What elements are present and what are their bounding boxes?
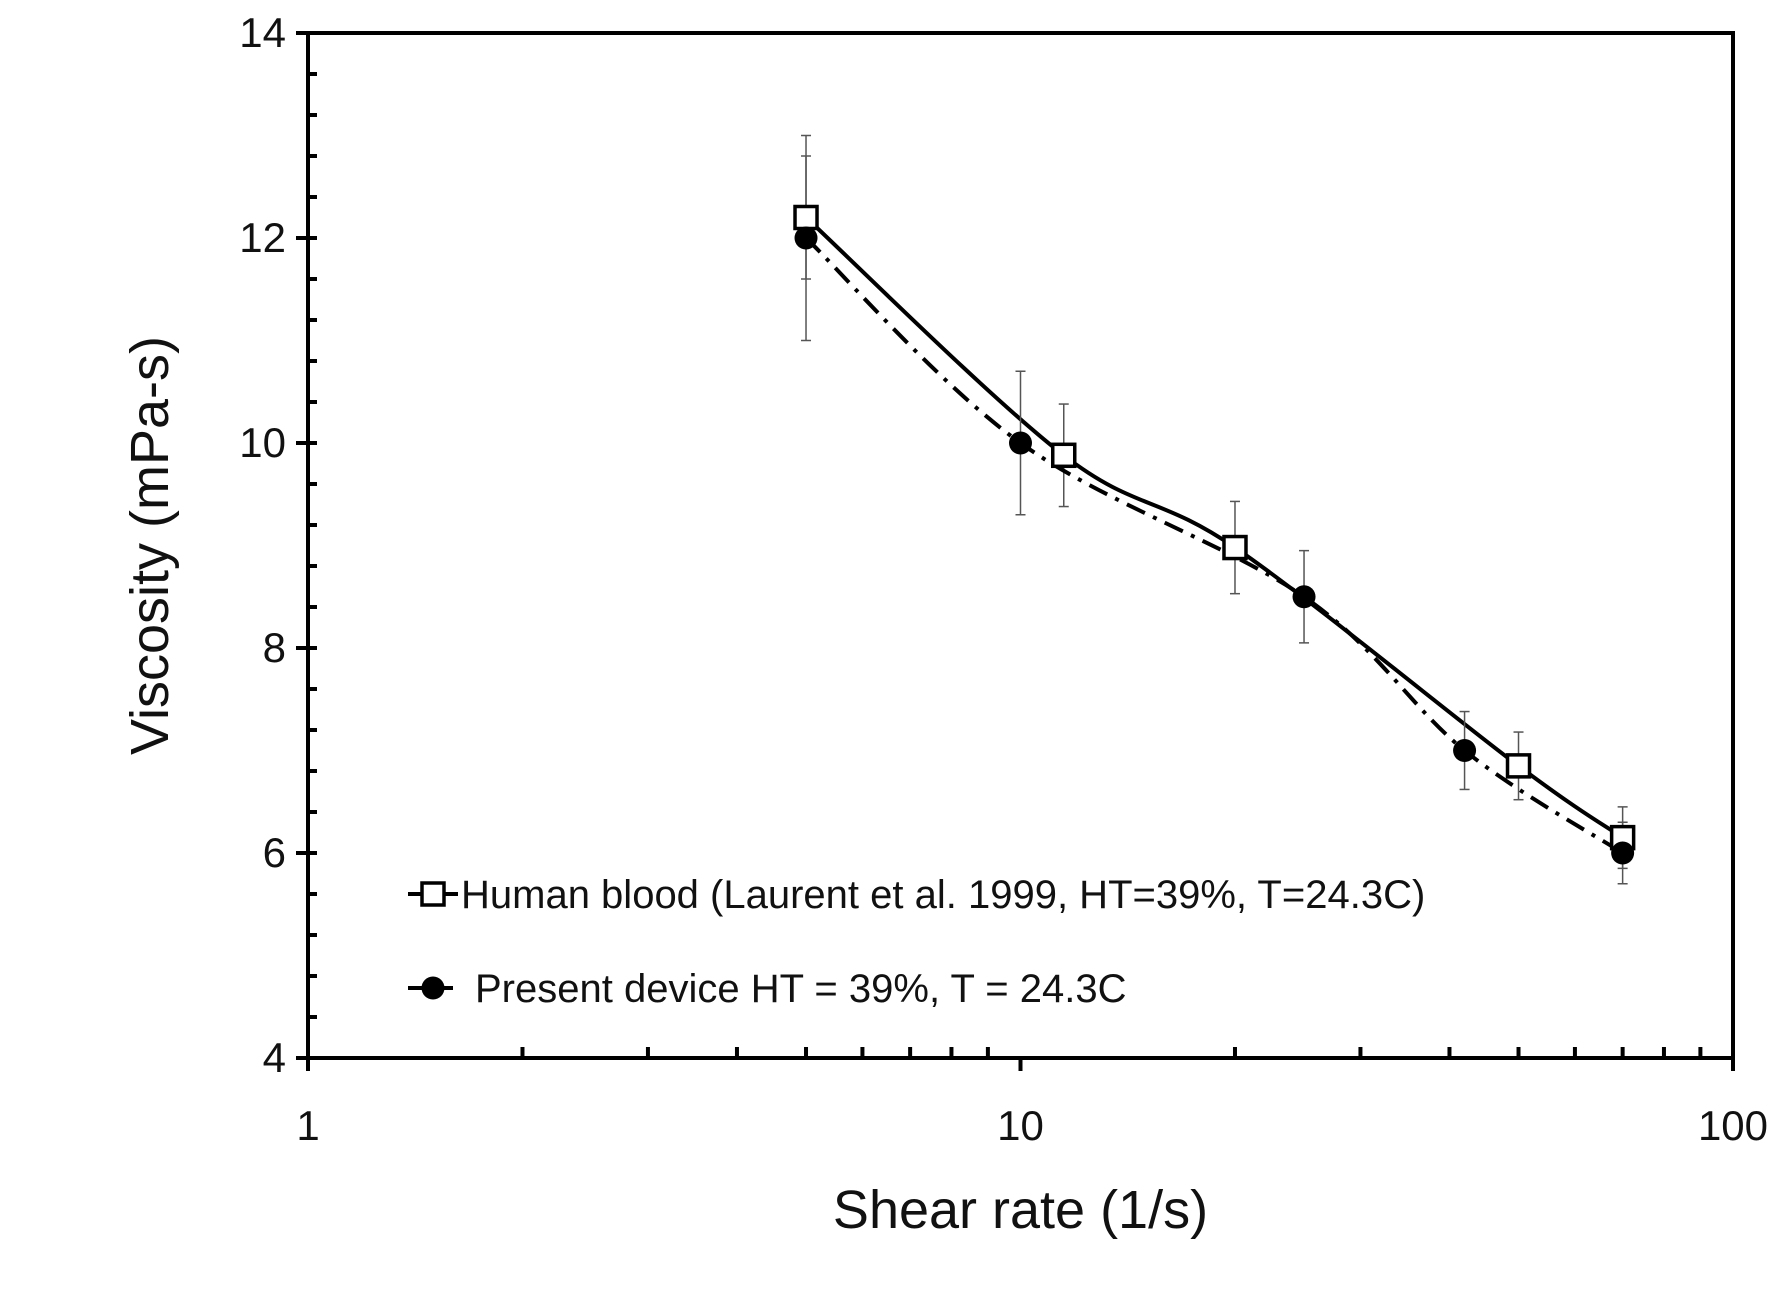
- y-tick-label: 10: [239, 419, 286, 466]
- y-tick-label: 14: [239, 9, 286, 56]
- legend-label-human-blood: Human blood (Laurent et al. 1999, HT=39%…: [461, 873, 1425, 917]
- y-axis-title: Viscosity (mPa-s): [120, 336, 180, 755]
- data-point-human-blood: [1505, 753, 1532, 779]
- series-line-human-blood: [804, 216, 1624, 840]
- data-point-present-device: [794, 226, 818, 250]
- legend-entry-human-blood: Human blood (Laurent et al. 1999, HT=39%…: [408, 873, 1425, 917]
- data-point-present-device: [1292, 585, 1316, 609]
- tick-labels: 4 6 8 10 12 14 1 10 100: [239, 9, 1768, 1149]
- y-tick-label: 4: [263, 1034, 286, 1081]
- data-point-human-blood: [793, 204, 819, 231]
- data-point-human-blood: [1050, 442, 1077, 469]
- legend-label-present-device: Present device HT = 39%, T = 24.3C: [475, 967, 1126, 1011]
- legend-marker-open-square: [420, 881, 446, 907]
- series-layer: [793, 134, 1636, 885]
- y-tick-label: 8: [263, 624, 286, 671]
- legend-marker-filled-circle: [421, 976, 445, 1000]
- data-point-human-blood: [1222, 534, 1248, 561]
- series-line-present-device: [804, 236, 1624, 855]
- x-tick-label: 1: [296, 1102, 319, 1149]
- plot-area-frame: [306, 31, 1735, 1060]
- data-point-present-device: [1611, 841, 1635, 865]
- y-tick-label: 12: [239, 214, 286, 261]
- x-tick-label: 10: [997, 1102, 1044, 1149]
- data-point-present-device: [1453, 739, 1477, 762]
- legend-entry-present-device: Present device HT = 39%, T = 24.3C: [408, 967, 1126, 1011]
- x-axis-title: Shear rate (1/s): [833, 1180, 1208, 1240]
- y-tick-label: 6: [263, 829, 286, 876]
- x-tick-label: 100: [1698, 1102, 1768, 1149]
- legend: Human blood (Laurent et al. 1999, HT=39%…: [408, 873, 1425, 1011]
- data-point-present-device: [1009, 431, 1032, 455]
